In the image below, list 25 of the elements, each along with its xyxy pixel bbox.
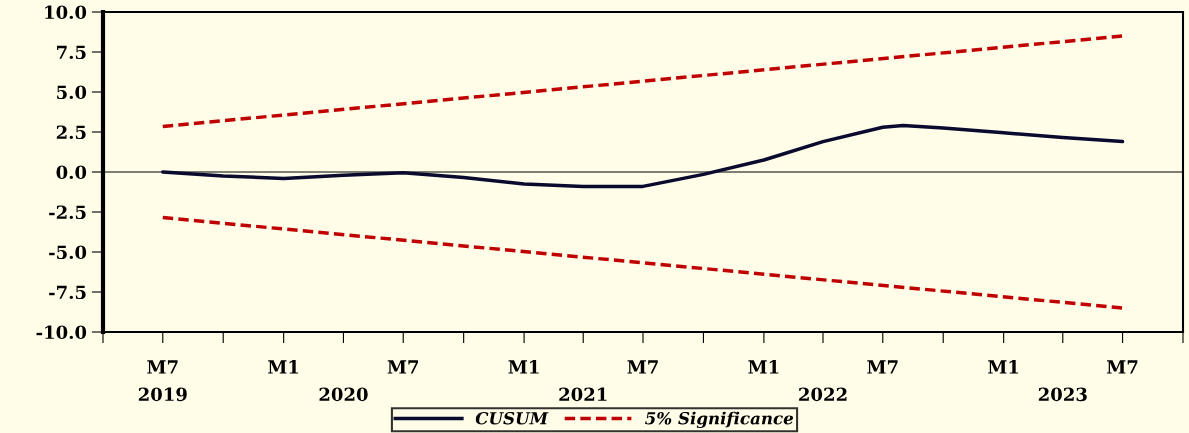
- x-tick-label: M1: [988, 360, 1019, 374]
- x-tick-label: M1: [508, 360, 539, 374]
- y-tick-label: 2.5: [56, 125, 86, 140]
- y-tick-label: 5.0: [57, 85, 87, 100]
- x2-tick-label: 2019: [138, 387, 187, 402]
- x-tick-label: M7: [1107, 360, 1138, 374]
- y-tick-label: -5.0: [49, 245, 87, 260]
- y-tick-label: 7.5: [57, 45, 86, 60]
- x-tick-label: M1: [268, 360, 299, 374]
- y-tick-label: 0.0: [56, 165, 87, 180]
- y-tick-label: -2.5: [49, 205, 86, 220]
- x-tick-label: M7: [147, 360, 178, 374]
- legend-label: 5% Significance: [645, 411, 794, 428]
- y-tick-label: -7.5: [49, 285, 86, 300]
- x-tick-label: M1: [748, 360, 779, 374]
- y-tick-label: 10.0: [45, 5, 87, 20]
- y-tick-label: -10.0: [36, 325, 87, 340]
- x2-tick-label: 2023: [1038, 387, 1087, 402]
- x-tick-label: M7: [387, 360, 418, 374]
- x2-tick-label: 2022: [799, 387, 847, 402]
- x-tick-label: M7: [627, 360, 658, 374]
- x2-tick-label: 2021: [559, 387, 607, 402]
- x-tick-label: M7: [867, 360, 898, 374]
- legend-label: CUSUM: [475, 411, 549, 425]
- x2-tick-label: 2020: [319, 387, 368, 402]
